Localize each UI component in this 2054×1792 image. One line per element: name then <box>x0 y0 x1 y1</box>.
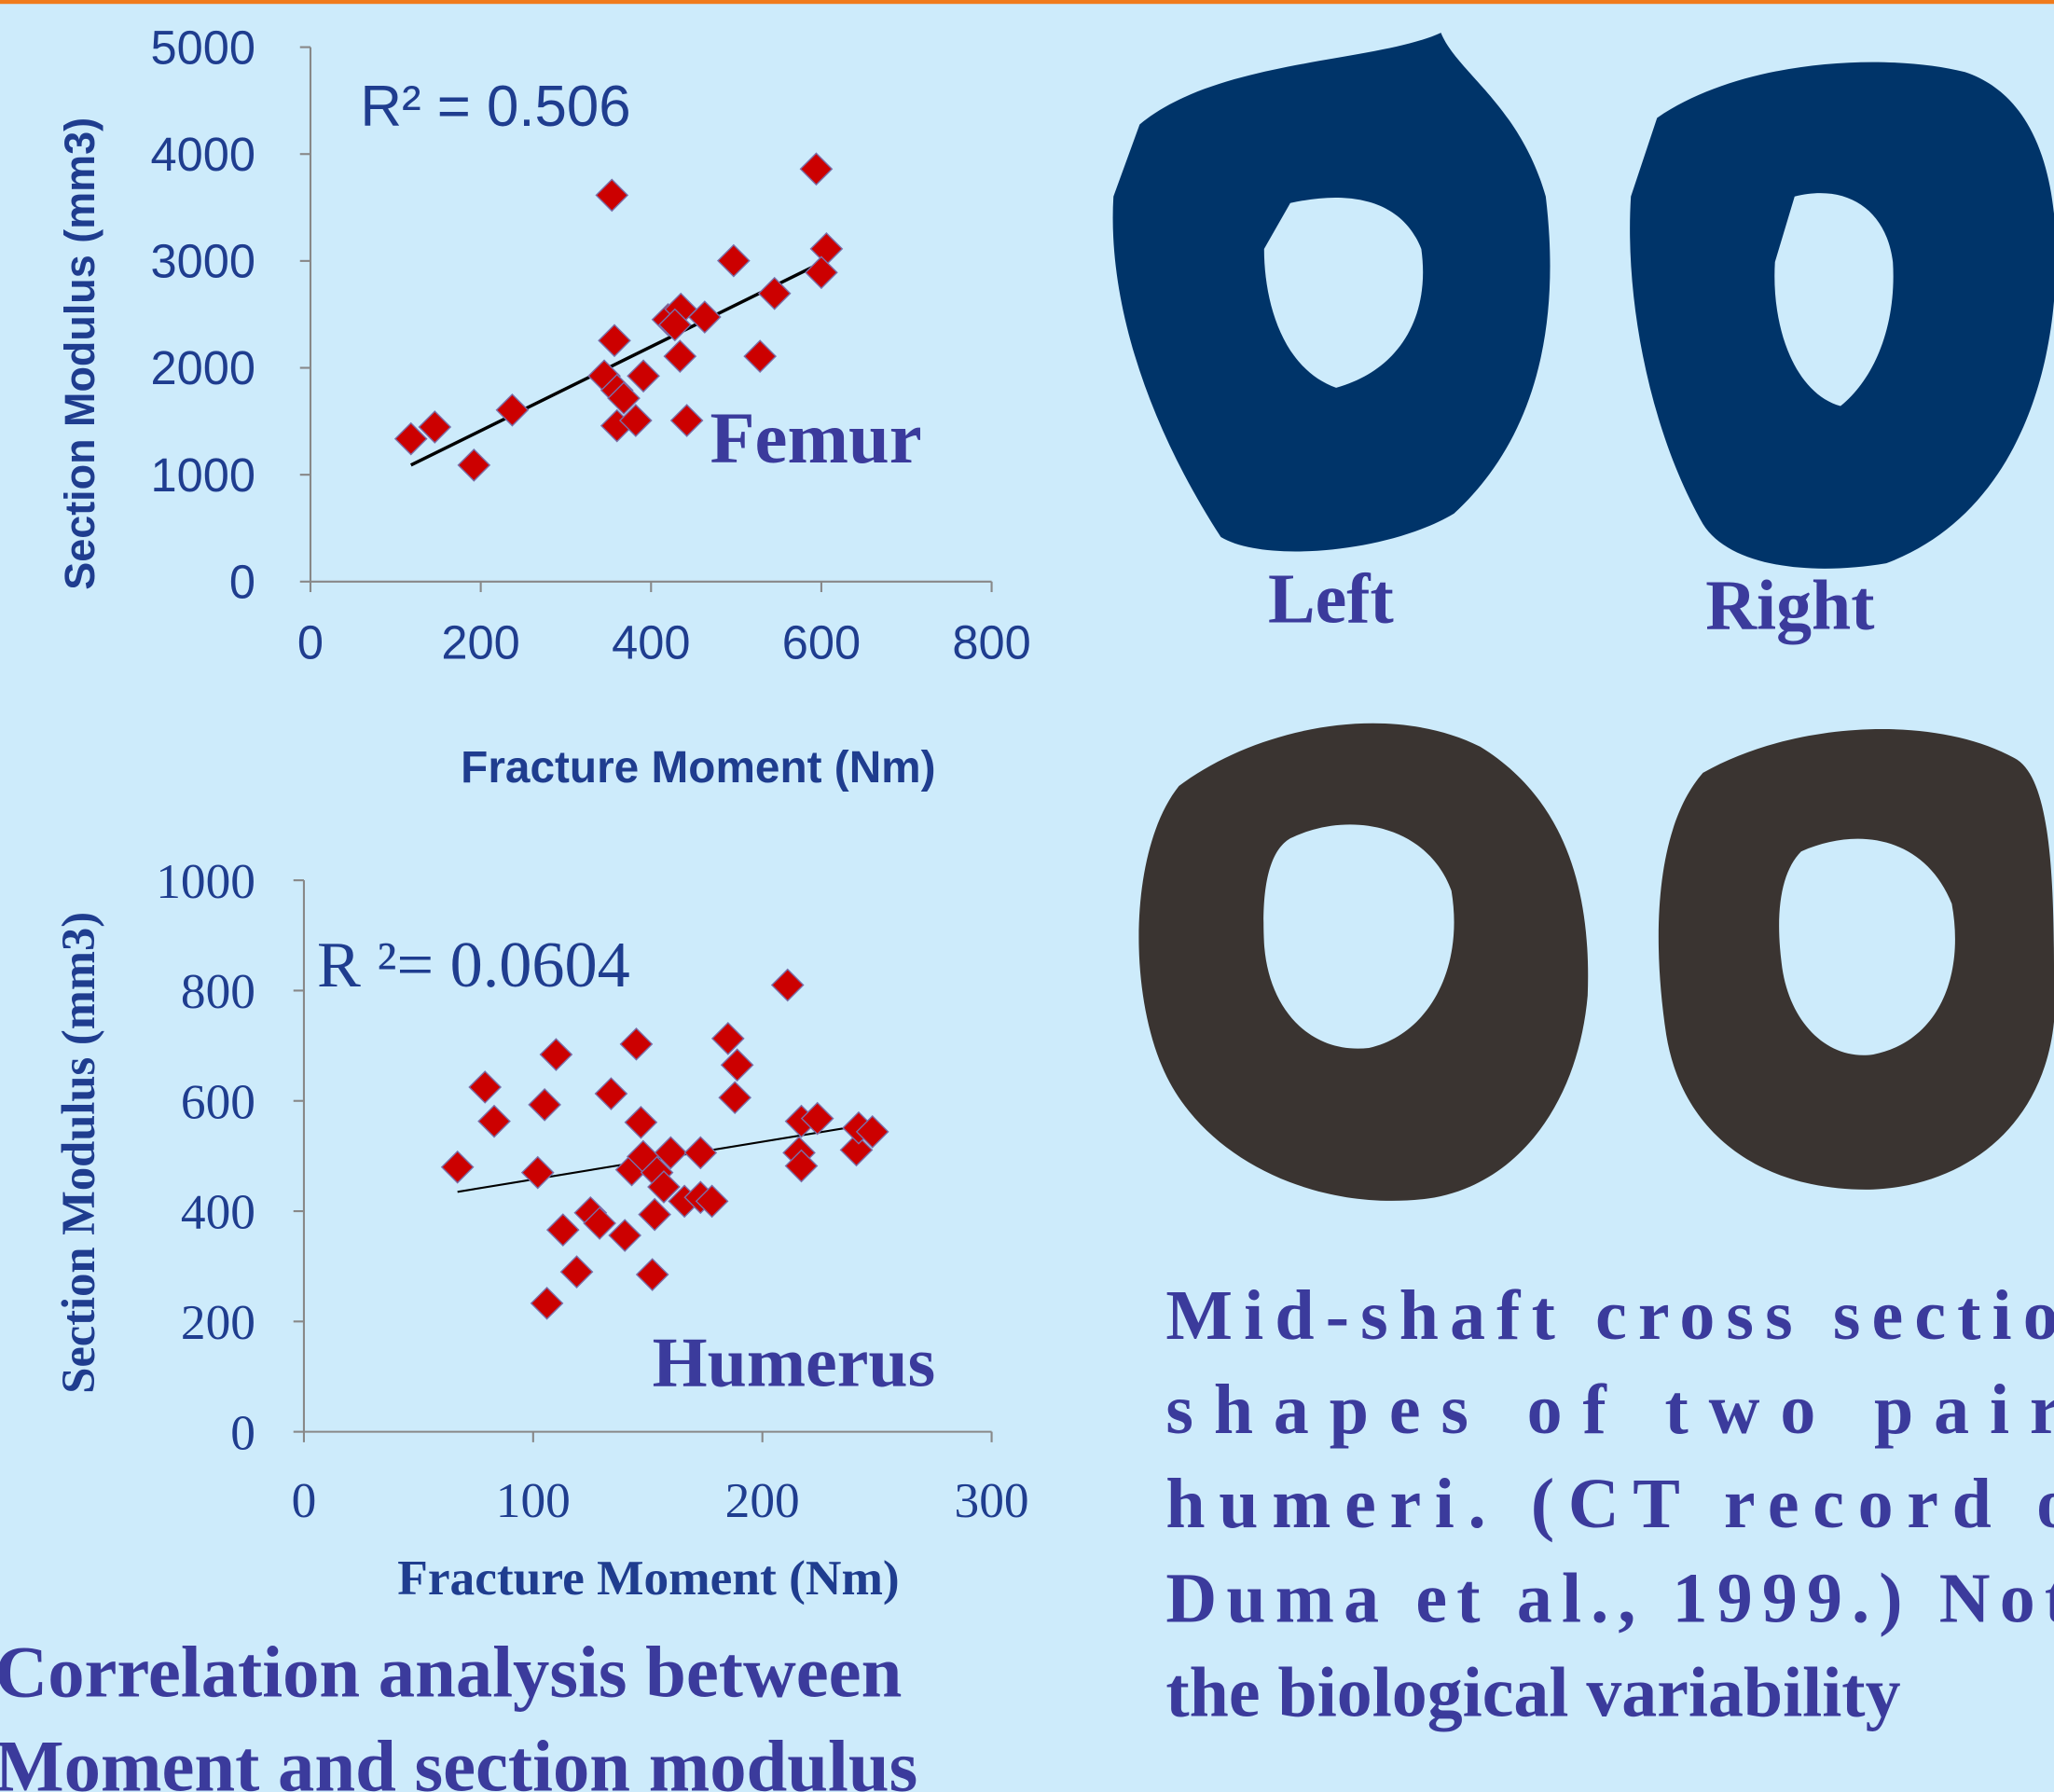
point <box>627 360 659 392</box>
left-label: Left <box>1268 559 1394 638</box>
x-tick-label: 400 <box>612 616 690 669</box>
image-caption-line: the biological variability <box>1165 1654 1900 1732</box>
point <box>759 278 791 310</box>
image-caption-line: shapes of two pairs <box>1165 1371 2054 1449</box>
y-axis-title: Section Modulus (mm3) <box>56 117 103 590</box>
chart-caption-line: Moment and section modulus <box>0 1727 917 1792</box>
point <box>664 340 696 372</box>
y-tick-label: 5000 <box>150 21 255 74</box>
point <box>541 1039 572 1070</box>
cross-section-right-top <box>1630 62 2054 569</box>
point <box>718 245 750 277</box>
y-tick-label: 800 <box>181 963 255 1019</box>
point <box>712 1023 744 1055</box>
x-tick-label: 200 <box>441 616 519 669</box>
point <box>599 324 630 356</box>
poster: Left Right Mid-shaft cross section shapes… <box>0 0 2054 1792</box>
point <box>442 1151 474 1183</box>
right-label: Right <box>1705 566 1874 644</box>
y-tick-label: 400 <box>181 1184 255 1240</box>
point <box>596 180 627 212</box>
x-axis-title: Fracture Moment (Nm) <box>461 743 935 793</box>
point <box>469 1071 501 1103</box>
x-tick-label: 600 <box>782 616 861 669</box>
y-tick-label: 2000 <box>150 341 255 394</box>
image-caption-line: humeri. (CT record of <box>1165 1465 2054 1543</box>
x-tick-label: 200 <box>725 1472 800 1528</box>
annotation: Femur <box>710 398 921 479</box>
x-tick-label: 800 <box>952 616 1030 669</box>
x-tick-label: 0 <box>292 1472 317 1528</box>
point <box>744 340 776 372</box>
point <box>671 405 703 436</box>
point <box>478 1106 510 1137</box>
point <box>561 1256 593 1288</box>
cross-section-left-top <box>1113 33 1551 551</box>
annotation: R ²= 0.0604 <box>317 929 630 1001</box>
point <box>722 1049 753 1081</box>
page: {"chart_data": [ {"type": "scatter", "x_… <box>0 0 2054 1792</box>
x-axis-title: Fracture Moment (Nm) <box>397 1550 899 1606</box>
image-caption-line: Duma et al., 1999.) Note <box>1165 1559 2054 1637</box>
top-border <box>0 0 2054 4</box>
point <box>801 153 833 185</box>
point <box>626 1107 657 1138</box>
point <box>637 1259 669 1290</box>
y-tick-label: 4000 <box>150 128 255 181</box>
x-tick-label: 300 <box>955 1472 1029 1528</box>
cross-section-left-bottom <box>1138 724 1588 1201</box>
point <box>529 1089 560 1121</box>
y-tick-label: 3000 <box>150 235 255 288</box>
y-tick-label: 1000 <box>156 853 255 909</box>
y-axis-title: Section Modulus (mm3) <box>52 912 104 1394</box>
x-tick-label: 100 <box>496 1472 571 1528</box>
point <box>806 256 837 288</box>
chart-caption-line: Correlation analysis between <box>0 1632 902 1713</box>
point <box>531 1288 563 1319</box>
point <box>772 970 804 1001</box>
image-caption-line: Mid-shaft cross section <box>1165 1276 2054 1355</box>
annotation: R² = 0.506 <box>360 75 630 139</box>
point <box>547 1214 579 1246</box>
point <box>621 1028 653 1060</box>
annotation: Humerus <box>653 1323 935 1401</box>
y-tick-label: 1000 <box>150 448 255 502</box>
point <box>639 1199 670 1231</box>
point <box>811 233 843 265</box>
point <box>719 1082 751 1113</box>
point <box>522 1157 554 1189</box>
x-tick-label: 0 <box>297 616 324 669</box>
y-tick-label: 600 <box>181 1073 255 1129</box>
y-tick-label: 200 <box>181 1294 255 1350</box>
point <box>596 1078 627 1110</box>
cross-section-right-bottom <box>1659 729 2054 1190</box>
y-tick-label: 0 <box>230 1404 255 1460</box>
point <box>684 1137 716 1168</box>
point <box>458 449 489 481</box>
y-tick-label: 0 <box>229 556 255 609</box>
